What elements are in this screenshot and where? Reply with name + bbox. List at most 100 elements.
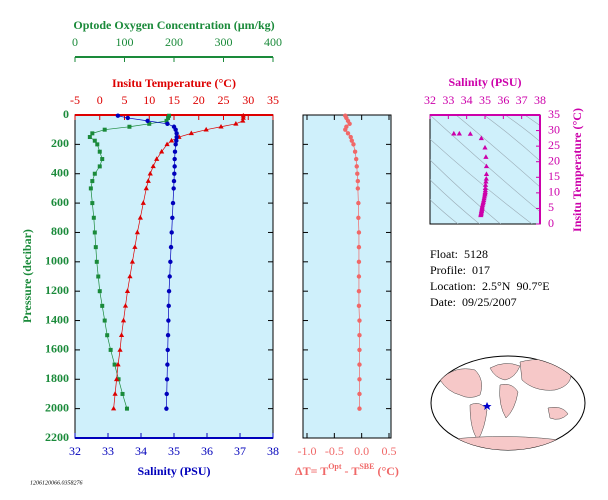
y-tick-label: 10 [548, 185, 560, 199]
x-tick-label: 34 [461, 93, 473, 107]
point [168, 137, 175, 143]
point [90, 201, 95, 206]
point [164, 391, 169, 397]
point [478, 135, 484, 141]
point [357, 318, 362, 323]
x-tick-label: 35 [267, 93, 279, 107]
point [112, 362, 117, 367]
point [482, 182, 489, 187]
x-tick-label: 10 [143, 93, 155, 107]
label-part: ΔT= T [295, 464, 328, 478]
world-map [430, 355, 586, 451]
point [91, 215, 96, 220]
point [348, 134, 353, 140]
point [140, 200, 146, 205]
point [354, 156, 359, 162]
x-tick-label: -5 [70, 93, 80, 107]
y-tick-label: 2000 [45, 400, 69, 414]
point [482, 191, 488, 197]
x-tick-label: 36 [497, 93, 509, 107]
point [356, 230, 362, 235]
x-tick-label: 0 [72, 35, 78, 49]
point [355, 178, 361, 184]
y-tick-label: 600 [51, 195, 69, 209]
point [172, 156, 177, 162]
x-tick-label: 34 [135, 444, 147, 458]
x-tick-label: 20 [193, 93, 205, 107]
info-line: Location: 2.5°N 90.7°E [430, 279, 550, 293]
point [171, 178, 177, 184]
point [167, 274, 172, 279]
point [355, 186, 361, 191]
point [174, 138, 179, 143]
y-tick-label: 0 [548, 216, 554, 230]
y-axis-label: Pressure (decibar) [20, 229, 34, 323]
point [159, 148, 165, 154]
point [129, 259, 136, 264]
point [97, 289, 102, 294]
x-tick-label: 300 [215, 35, 233, 49]
point [188, 130, 194, 136]
point [124, 406, 129, 411]
point [93, 245, 98, 250]
point [478, 212, 484, 218]
x-tick-label: -0.5 [325, 444, 344, 458]
y-tick-label: 1400 [45, 312, 69, 326]
x-tick-label: 30 [242, 93, 254, 107]
point [165, 347, 170, 353]
ts-panel [429, 114, 541, 225]
y-tick-label: 1000 [45, 254, 69, 268]
point [174, 131, 179, 136]
point [483, 154, 489, 159]
ts-y-label: Insitu Temperature (°C) [570, 108, 584, 232]
point [166, 288, 172, 294]
point [240, 118, 246, 123]
x-tick-label: 5 [122, 93, 128, 107]
point [143, 185, 149, 191]
point [170, 215, 175, 220]
x-tick-label: 36 [201, 444, 213, 458]
point [92, 138, 97, 143]
x-tick-label: 32 [424, 93, 436, 107]
point [164, 406, 169, 411]
y-tick-label: 400 [51, 165, 69, 179]
y-tick-label: 1600 [45, 342, 69, 356]
info-line: Date: 09/25/2007 [430, 295, 517, 309]
point [97, 149, 102, 154]
y-tick-label: 30 [548, 122, 560, 136]
point [356, 244, 362, 250]
point [483, 178, 489, 184]
info-line: Profile: 017 [430, 263, 490, 277]
x-tick-label: 15 [168, 93, 180, 107]
point [481, 193, 488, 199]
point [108, 347, 113, 352]
point [171, 186, 176, 191]
x-tick-label: 0 [97, 93, 103, 107]
point [115, 361, 121, 367]
profile-panel [74, 114, 274, 439]
point [355, 171, 360, 176]
point [343, 127, 348, 132]
ts-points [451, 130, 490, 218]
point [97, 164, 102, 169]
point [120, 391, 125, 396]
point [164, 141, 170, 147]
x-axis-label: Salinity (PSU) [137, 464, 210, 478]
point [125, 115, 130, 121]
y-tick-label: 5 [548, 200, 554, 214]
delta-x-label: ΔT= TOpt - TSBE (°C) [295, 462, 399, 477]
point [356, 200, 361, 206]
y-tick-label: 35 [548, 107, 560, 121]
point [96, 274, 101, 279]
point [168, 244, 174, 250]
point [352, 149, 358, 154]
point [100, 303, 105, 308]
point [354, 164, 359, 169]
point [451, 130, 457, 136]
point [203, 126, 209, 132]
point [166, 115, 171, 120]
x-tick-label: 33 [442, 93, 454, 107]
x-tick-label: 35 [168, 444, 180, 458]
point [233, 121, 239, 126]
